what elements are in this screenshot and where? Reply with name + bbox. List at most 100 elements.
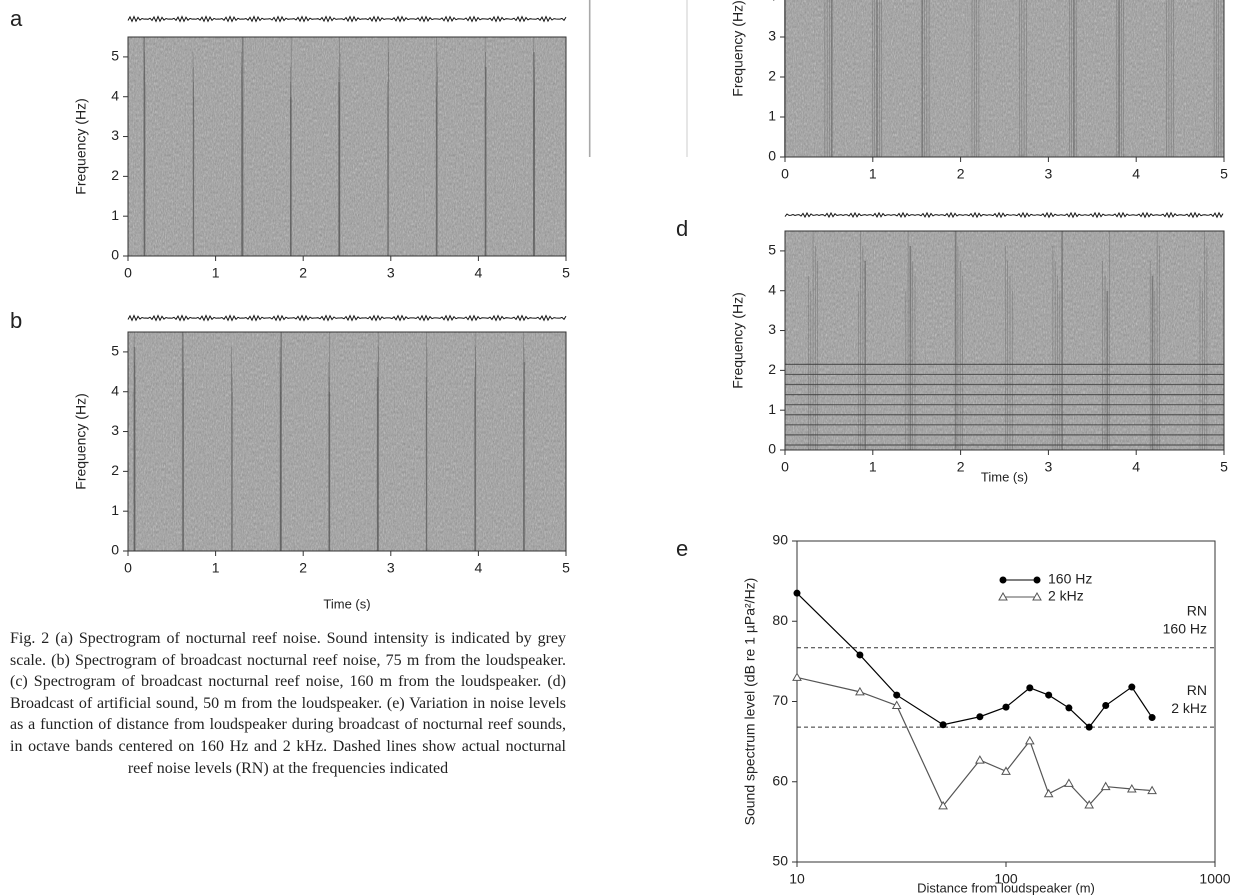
legend-marker bbox=[1033, 576, 1041, 584]
data-point bbox=[976, 713, 984, 721]
reference-label: RN bbox=[1187, 602, 1207, 618]
x-tick-label: 2 bbox=[957, 166, 965, 182]
y-axis-label: Frequency (Hz) bbox=[730, 0, 746, 96]
spectrogram-noise bbox=[128, 37, 566, 256]
y-tick-label: 4 bbox=[768, 0, 776, 4]
plot-frame bbox=[127, 331, 567, 552]
legend-label: 160 Hz bbox=[1048, 571, 1092, 587]
data-point bbox=[975, 755, 985, 764]
legend-marker bbox=[999, 576, 1007, 584]
data-point bbox=[1024, 735, 1035, 745]
x-tick-label: 100 bbox=[994, 871, 1018, 887]
spectrogram-noise bbox=[785, 231, 1224, 450]
plot-frame bbox=[784, 230, 1225, 451]
data-point bbox=[1026, 684, 1034, 692]
x-tick-label: 1 bbox=[212, 265, 220, 281]
legend-label: 2 kHz bbox=[1048, 588, 1084, 604]
y-tick-label: 2 bbox=[111, 462, 119, 478]
y-tick-label: 50 bbox=[772, 853, 788, 869]
y-axis-label: Frequency (Hz) bbox=[730, 292, 746, 388]
y-tick-label: 3 bbox=[111, 422, 119, 438]
y-tick-label: 1 bbox=[768, 401, 776, 417]
spectrogram-noise bbox=[128, 332, 566, 551]
data-point bbox=[1147, 785, 1157, 795]
x-tick-label: 4 bbox=[1132, 166, 1140, 182]
y-tick-label: 90 bbox=[772, 532, 788, 548]
x-tick-label: 0 bbox=[781, 166, 789, 182]
y-tick-label: 4 bbox=[111, 382, 119, 398]
figure-caption: Fig. 2 (a) Spectrogram of nocturnal reef… bbox=[10, 630, 566, 777]
y-tick-label: 1 bbox=[768, 108, 776, 124]
reference-label: 2 kHz bbox=[1171, 700, 1207, 716]
x-tick-label: 0 bbox=[781, 459, 789, 475]
y-tick-label: 1 bbox=[111, 502, 119, 518]
legend-marker bbox=[998, 591, 1008, 601]
spectrogram-noise bbox=[785, 0, 1224, 157]
data-point bbox=[1100, 781, 1111, 791]
data-point bbox=[1128, 683, 1136, 691]
y-tick-label: 5 bbox=[111, 48, 119, 64]
data-point bbox=[1084, 800, 1095, 809]
y-tick-label: 1 bbox=[111, 207, 119, 223]
x-tick-label: 5 bbox=[562, 560, 570, 576]
x-tick-label: 5 bbox=[1220, 166, 1228, 182]
data-point bbox=[891, 700, 902, 710]
x-tick-label: 1 bbox=[212, 560, 220, 576]
y-tick-label: 0 bbox=[768, 441, 776, 457]
data-point bbox=[1148, 714, 1156, 722]
x-tick-label: 3 bbox=[1045, 459, 1053, 475]
x-axis-label: Time (s) bbox=[981, 469, 1028, 484]
y-tick-label: 4 bbox=[768, 281, 776, 297]
y-tick-label: 4 bbox=[111, 87, 119, 103]
x-tick-label: 3 bbox=[387, 265, 395, 281]
x-tick-label: 3 bbox=[387, 560, 395, 576]
data-point bbox=[893, 691, 901, 699]
x-tick-label: 0 bbox=[124, 265, 132, 281]
x-tick-label: 5 bbox=[1220, 459, 1228, 475]
x-tick-label: 1 bbox=[869, 166, 877, 182]
panel-label: a bbox=[10, 6, 23, 31]
data-point bbox=[1043, 788, 1054, 798]
y-tick-label: 3 bbox=[768, 321, 776, 337]
data-point bbox=[1001, 766, 1011, 775]
reference-label: 160 Hz bbox=[1163, 620, 1207, 636]
data-point bbox=[1064, 778, 1074, 787]
panel-label: e bbox=[676, 536, 688, 561]
data-point bbox=[1045, 691, 1053, 699]
x-tick-label: 5 bbox=[562, 265, 570, 281]
x-tick-label: 2 bbox=[299, 560, 307, 576]
y-tick-label: 5 bbox=[768, 242, 776, 258]
y-tick-label: 70 bbox=[772, 692, 788, 708]
y-tick-label: 0 bbox=[111, 542, 119, 558]
waveform bbox=[127, 314, 567, 322]
data-point bbox=[1126, 783, 1137, 793]
data-point bbox=[793, 589, 801, 597]
y-tick-label: 2 bbox=[111, 167, 119, 183]
y-tick-label: 0 bbox=[111, 247, 119, 263]
x-tick-label: 2 bbox=[957, 459, 965, 475]
y-tick-label: 5 bbox=[111, 343, 119, 359]
x-axis-label: Time (s) bbox=[323, 596, 370, 611]
waveform bbox=[784, 211, 1224, 219]
x-tick-label: 4 bbox=[475, 265, 483, 281]
data-point bbox=[939, 721, 947, 729]
waveform bbox=[127, 15, 567, 23]
x-tick-label: 10 bbox=[789, 871, 805, 887]
series-line bbox=[796, 592, 1153, 729]
y-tick-label: 0 bbox=[768, 148, 776, 164]
data-point bbox=[1002, 703, 1010, 711]
y-axis-label: Frequency (Hz) bbox=[73, 393, 89, 489]
y-tick-label: 3 bbox=[111, 127, 119, 143]
data-point bbox=[938, 800, 948, 810]
legend-marker bbox=[1032, 591, 1042, 601]
plot-frame bbox=[127, 36, 567, 257]
y-axis-label: Sound spectrum level (dB re 1 µPa²/Hz) bbox=[742, 578, 758, 826]
data-point bbox=[1085, 723, 1093, 731]
plot-frame bbox=[796, 540, 1216, 863]
y-tick-label: 80 bbox=[772, 612, 788, 628]
panel-label: b bbox=[10, 308, 22, 333]
data-point bbox=[856, 651, 864, 659]
x-tick-label: 1000 bbox=[1199, 871, 1230, 887]
series-line bbox=[796, 676, 1153, 807]
